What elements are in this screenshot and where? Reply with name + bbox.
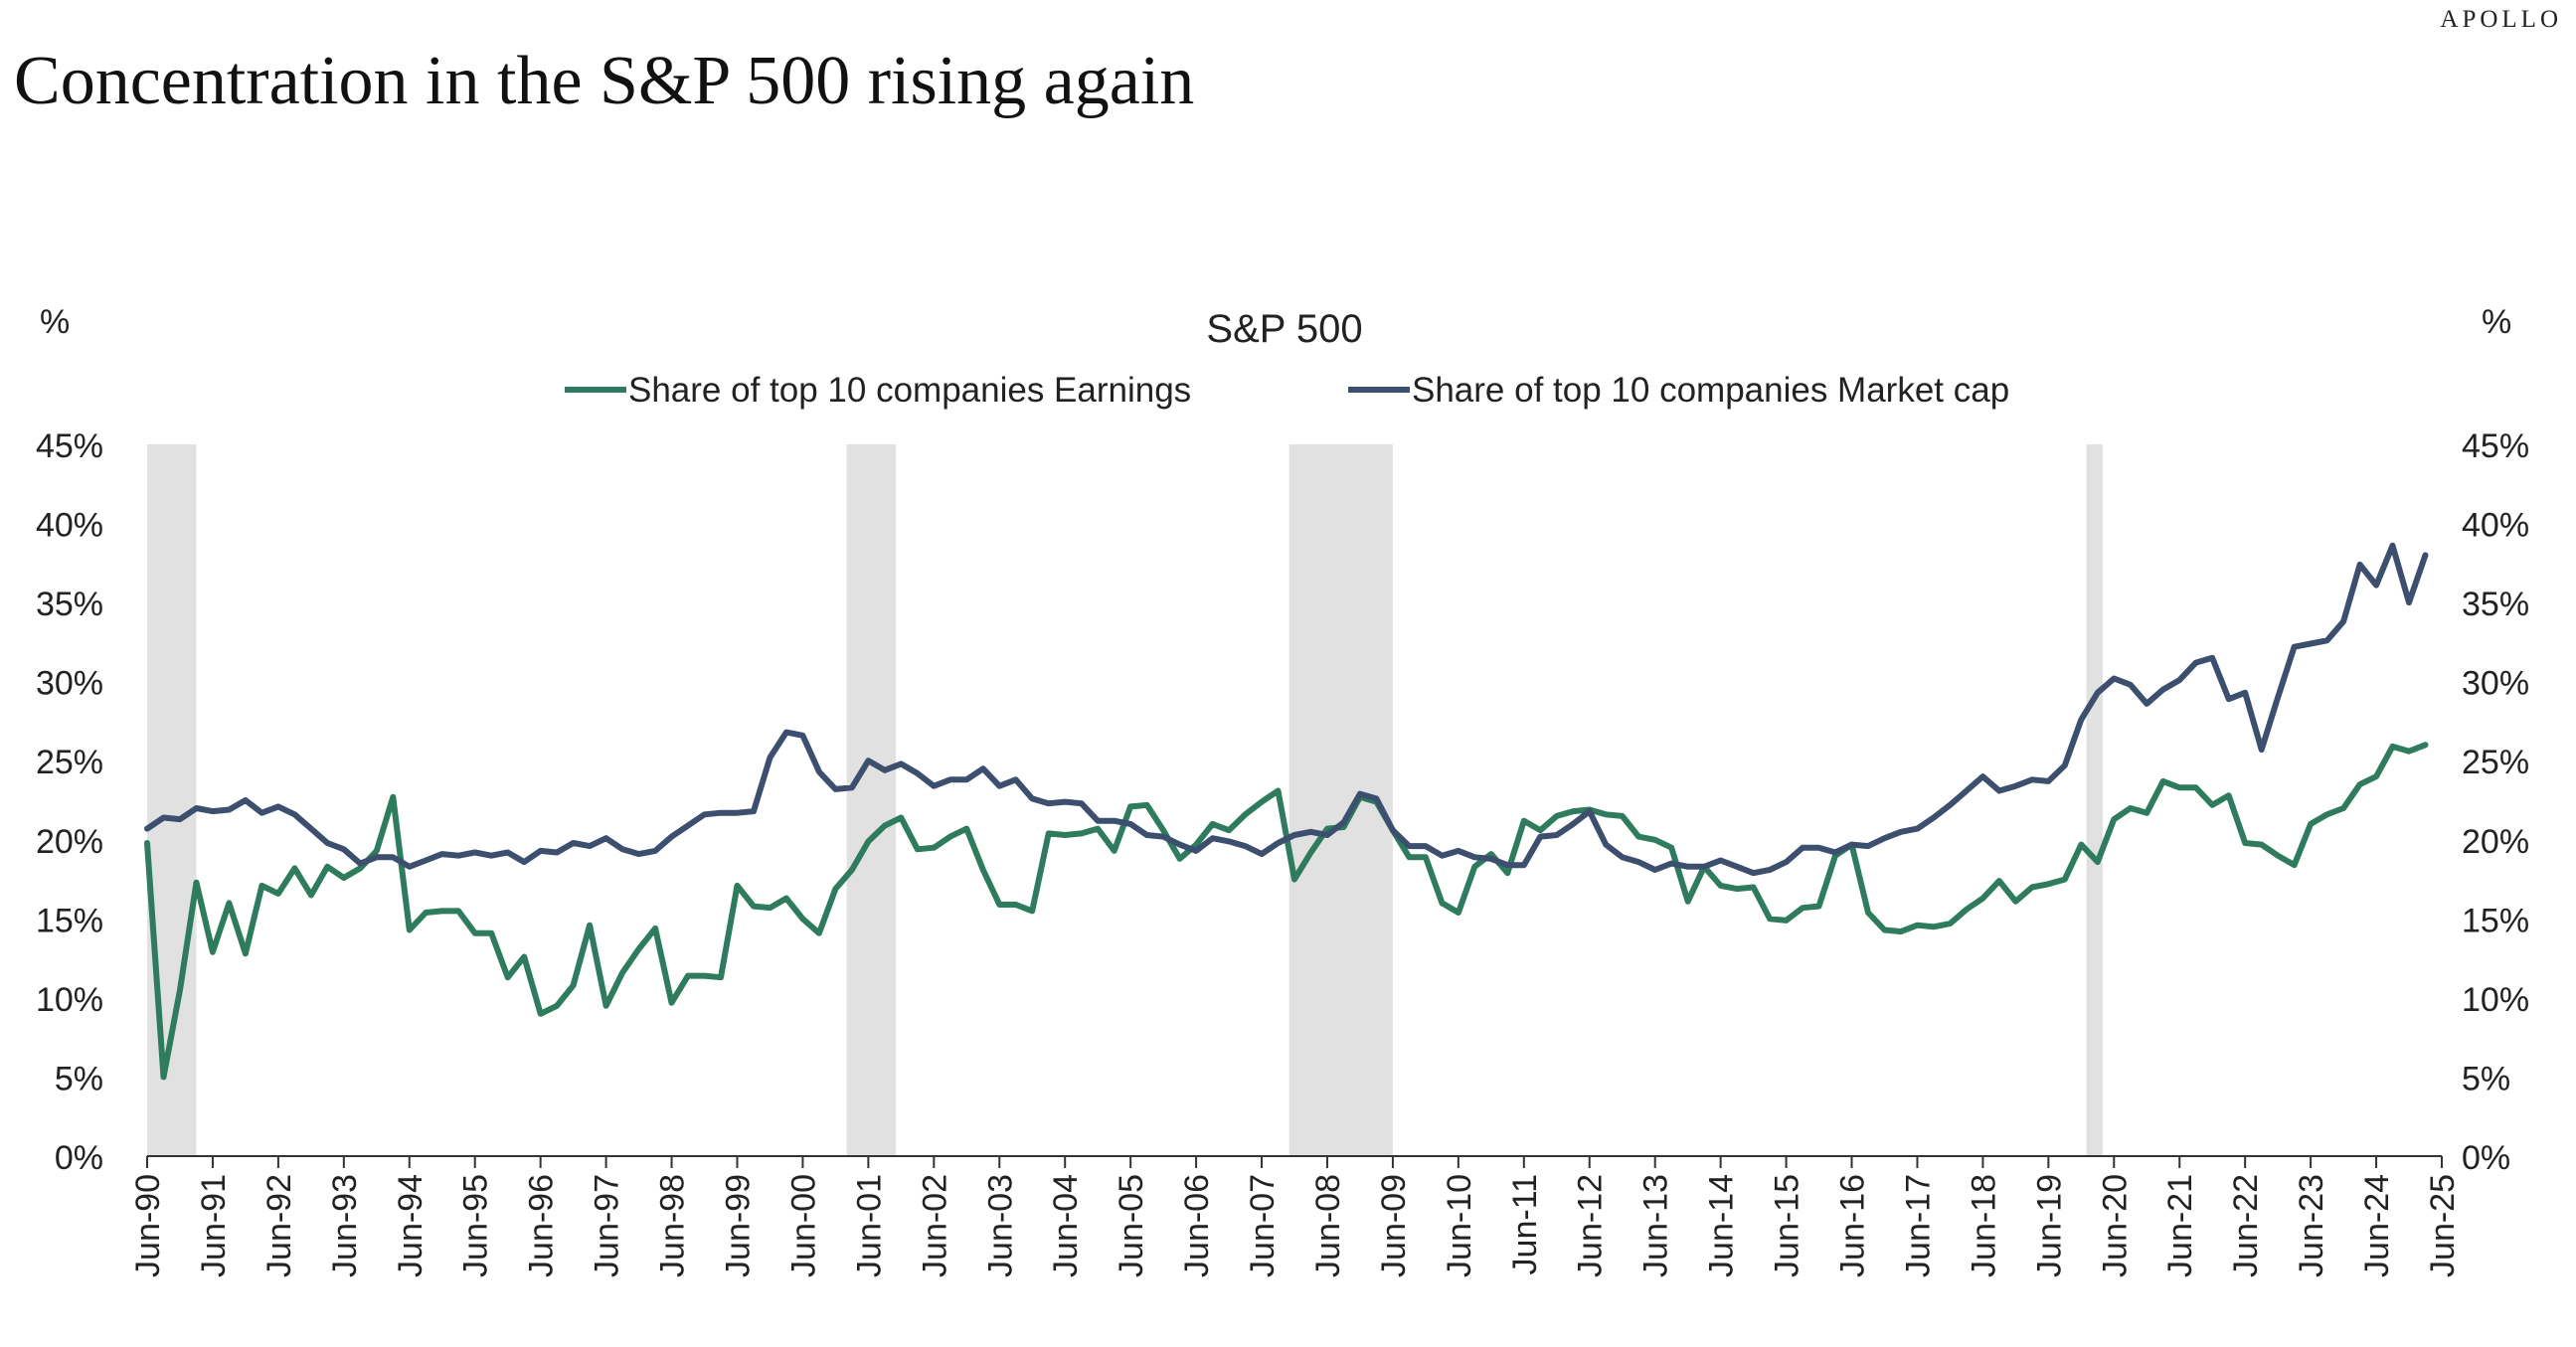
y-tick-label-right: 45%	[2462, 427, 2529, 465]
x-tick-label: Jun-91	[195, 1174, 233, 1277]
y-tick-label-left: 25%	[36, 744, 103, 781]
x-tick-label: Jun-92	[260, 1174, 298, 1277]
recession-band-1	[846, 444, 897, 1156]
legend-label-earnings: Share of top 10 companies Earnings	[628, 371, 1191, 410]
y-tick-label-left: 10%	[36, 981, 103, 1019]
x-tick-label: Jun-18	[1965, 1174, 2002, 1277]
x-tick-label: Jun-03	[981, 1174, 1019, 1277]
x-tick-label: Jun-13	[1637, 1174, 1675, 1277]
earnings-share-line	[144, 742, 2429, 1081]
y-axis-label-left: %	[40, 303, 70, 341]
x-tick-label: Jun-07	[1244, 1174, 1282, 1277]
y-tick-label-left: 35%	[36, 586, 103, 623]
y-tick-label-right: 30%	[2462, 665, 2529, 703]
y-tick-label-left: 30%	[36, 665, 103, 703]
recession-band-3	[2086, 444, 2104, 1156]
x-tick-label: Jun-24	[2358, 1174, 2396, 1277]
x-tick-label: Jun-09	[1375, 1174, 1413, 1277]
x-tick-label: Jun-19	[2030, 1174, 2068, 1277]
y-tick-label-right: 40%	[2462, 507, 2529, 545]
x-tick-label: Jun-97	[589, 1174, 626, 1277]
x-tick-label: Jun-23	[2293, 1174, 2330, 1277]
y-tick-label-left: 0%	[55, 1139, 103, 1177]
x-tick-label: Jun-22	[2227, 1174, 2265, 1277]
x-tick-label: Jun-98	[654, 1174, 692, 1277]
x-tick-label: Jun-95	[457, 1174, 495, 1277]
x-tick-label: Jun-00	[784, 1174, 822, 1277]
x-tick-label: Jun-15	[1769, 1174, 1806, 1277]
recession-shading	[147, 444, 2104, 1156]
market-cap-share-line	[144, 542, 2429, 877]
legend-label-market-cap: Share of top 10 companies Market cap	[1412, 371, 2009, 410]
y-tick-label-right: 20%	[2462, 823, 2529, 861]
y-tick-label-right: 0%	[2462, 1139, 2510, 1177]
y-tick-label-left: 45%	[36, 427, 103, 465]
x-tick-label: Jun-04	[1047, 1174, 1085, 1277]
chart-legend: Share of top 10 companies Earnings Share …	[565, 371, 2009, 410]
y-tick-label-left: 20%	[36, 823, 103, 861]
x-tick-label: Jun-20	[2096, 1174, 2134, 1277]
y-tick-label-left: 5%	[55, 1060, 103, 1097]
x-tick-label: Jun-11	[1506, 1174, 1544, 1274]
brand-logo-text: APOLLO	[2440, 6, 2562, 33]
x-tick-label: Jun-05	[1113, 1174, 1150, 1277]
y-tick-label-left: 15%	[36, 902, 103, 939]
chart-lines	[144, 542, 2429, 1081]
y-tick-label-right: 5%	[2462, 1060, 2510, 1097]
y-tick-label-right: 15%	[2462, 902, 2529, 939]
x-tick-label: Jun-16	[1834, 1174, 1872, 1277]
chart-axes: 0% 0% 5% 5% 10% 10% 15% 15% 20% 20% 25% 25% 30% 30% 35…	[36, 427, 2529, 1277]
x-tick-label: Jun-14	[1703, 1174, 1741, 1277]
x-tick-label: Jun-12	[1572, 1174, 1610, 1277]
x-tick-label: Jun-94	[392, 1174, 429, 1277]
x-tick-label: Jun-01	[850, 1174, 888, 1277]
y-tick-label-right: 25%	[2462, 744, 2529, 781]
x-tick-label: Jun-21	[2161, 1174, 2199, 1277]
page-title: Concentration in the S&P 500 rising agai…	[14, 43, 1195, 119]
x-tick-label: Jun-08	[1309, 1174, 1347, 1277]
x-tick-label: Jun-17	[1899, 1174, 1937, 1277]
y-tick-label-right: 35%	[2462, 586, 2529, 623]
x-tick-label: Jun-02	[916, 1174, 953, 1277]
x-tick-label: Jun-10	[1441, 1174, 1478, 1277]
x-tick-label: Jun-99	[719, 1174, 757, 1277]
x-tick-label: Jun-25	[2424, 1174, 2462, 1277]
x-tick-label: Jun-06	[1178, 1174, 1216, 1277]
chart-title: S&P 500	[1206, 307, 1362, 351]
y-tick-label-left: 40%	[36, 507, 103, 545]
x-tick-label: Jun-90	[129, 1174, 167, 1277]
x-tick-label: Jun-93	[326, 1174, 364, 1277]
x-tick-label: Jun-96	[523, 1174, 561, 1277]
y-axis-label-right: %	[2482, 303, 2511, 341]
y-tick-label-right: 10%	[2462, 981, 2529, 1019]
